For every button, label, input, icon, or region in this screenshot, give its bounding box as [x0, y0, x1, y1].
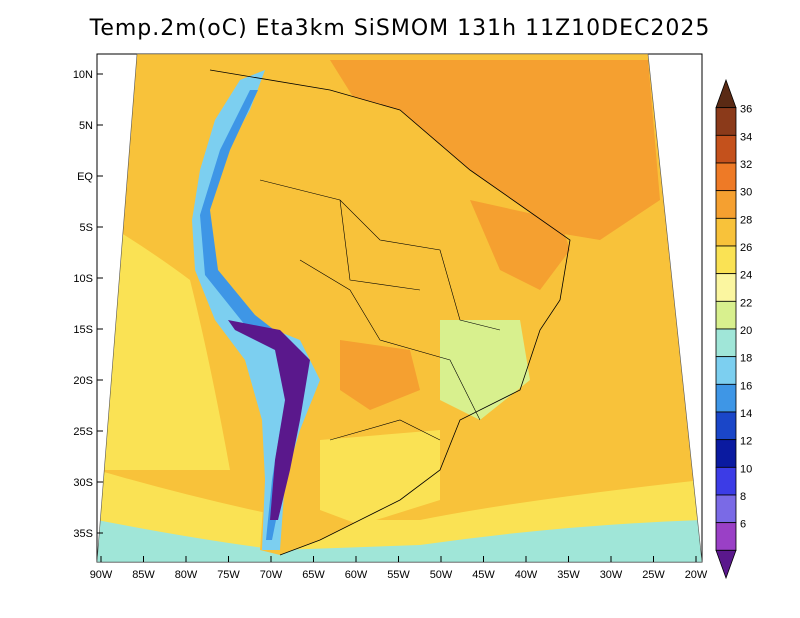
colorbar-swatch [715, 328, 737, 358]
lon-label: 45W [472, 569, 495, 581]
temperature-field [97, 54, 702, 562]
lon-label: 40W [515, 569, 538, 581]
lat-label: 10S [73, 273, 93, 285]
lon-label: 60W [345, 569, 368, 581]
lon-label: 85W [132, 569, 155, 581]
warm-interior-zone [340, 340, 420, 410]
colorbar-label: 28 [740, 214, 752, 226]
warm-atlantic-zone [330, 60, 660, 240]
colorbar-swatch [715, 383, 737, 413]
colorbar-top-arrow [715, 78, 737, 109]
colorbar-label: 34 [740, 131, 752, 143]
lat-label: 35S [73, 528, 93, 540]
lat-label: 5S [80, 222, 93, 234]
colorbar-label: 18 [740, 353, 752, 365]
lon-label: 70W [260, 569, 283, 581]
colorbar-swatch [715, 273, 737, 302]
colorbar-swatch [715, 494, 737, 524]
colorbar-swatch [715, 356, 737, 385]
colorbar-label: 26 [740, 242, 752, 254]
lon-label: 30W [600, 569, 623, 581]
andes-cold-strip [200, 90, 305, 540]
latitude-axis: 10N 5N EQ 5S 10S 15S 20S 25S 30S 35S [73, 69, 103, 540]
colorbar-label: 24 [740, 270, 752, 282]
lon-label: 35W [557, 569, 580, 581]
pacific-cool-zone [97, 220, 230, 470]
colorbar-label: 32 [740, 159, 752, 171]
political-borders [259, 179, 501, 441]
lon-label: 80W [175, 569, 198, 581]
colorbar-swatch [715, 162, 737, 192]
colorbar-label: 14 [740, 408, 752, 420]
longitude-axis: 90W 85W 80W 75W 70W 65W 60W 55W 50W 45W 40W 35W 30W 2… [90, 556, 708, 581]
colorbar-swatch [715, 522, 737, 551]
lon-label: 75W [217, 569, 240, 581]
colorbar-swatch [715, 190, 737, 219]
lat-label: 20S [73, 375, 93, 387]
cool-southern-cone [320, 430, 440, 525]
colorbar-label: 6 [740, 519, 746, 531]
colorbar-label: 36 [740, 104, 752, 116]
colorbar-swatch [715, 300, 737, 330]
lat-label: 5N [79, 120, 93, 132]
andes-coldest-zone [228, 320, 310, 520]
lon-label: 25W [642, 569, 665, 581]
colorbar-label: 20 [740, 325, 752, 337]
colorbar-swatch [715, 107, 737, 136]
lon-label: 50W [430, 569, 453, 581]
colorbar-label: 8 [740, 491, 746, 503]
colorbar-swatch [715, 134, 737, 164]
lon-label: 20W [685, 569, 708, 581]
colorbar-swatch [715, 411, 737, 441]
colorbar-label: 12 [740, 436, 752, 448]
colorbar-bottom-arrow [715, 549, 737, 580]
cool-highland-zone [440, 320, 530, 420]
coastline [209, 69, 571, 556]
lon-label: 90W [90, 569, 113, 581]
colorbar-label: 22 [740, 297, 752, 309]
lat-label: 10N [73, 69, 93, 81]
map-title: Temp.2m(oC) Eta3km SiSMOM 131h 11Z10DEC2… [89, 16, 711, 41]
domain-outline [96, 53, 703, 563]
colorbar: 36 34 32 30 28 26 24 22 20 18 16 14 12 10 8 6 [715, 78, 752, 580]
colorbar-swatch [715, 466, 737, 496]
colorbar-label: 10 [740, 463, 752, 475]
lat-label: EQ [77, 171, 93, 183]
lat-label: 25S [73, 426, 93, 438]
colorbar-label: 30 [740, 187, 752, 199]
colder-south-band [97, 520, 702, 562]
colorbar-swatch [715, 439, 737, 468]
colorbar-swatch [715, 245, 737, 275]
lat-label: 30S [73, 477, 93, 489]
lat-label: 15S [73, 324, 93, 336]
colorbar-label: 16 [740, 380, 752, 392]
lon-label: 65W [302, 569, 325, 581]
lon-label: 55W [387, 569, 410, 581]
colorbar-swatch [715, 217, 737, 247]
